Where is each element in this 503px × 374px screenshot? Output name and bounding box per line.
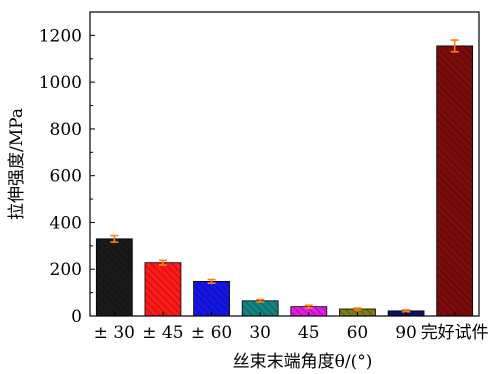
bar-2 <box>193 280 230 317</box>
x-tick-label-6: 90 <box>395 323 417 343</box>
x-tick-label-3: 30 <box>249 323 271 343</box>
x-tick-label-0: ± 30 <box>94 323 135 343</box>
y-tick-label-5: 1000 <box>39 73 82 93</box>
plot-frame <box>89 11 480 317</box>
y-tick-label-6: 1200 <box>39 26 82 46</box>
error-bar-2 <box>207 278 216 285</box>
bar-1 <box>144 262 182 317</box>
error-bar-3 <box>256 298 265 303</box>
x-axis: ± 30 ± 45 ± 60 30 45 60 90 完好试件 <box>94 312 489 343</box>
x-tick-label-2: ± 60 <box>191 323 232 343</box>
y-axis-title: 拉伸强度/MPa <box>7 108 27 220</box>
error-bar-7 <box>450 39 459 53</box>
bar-0 <box>95 238 133 317</box>
y-tick-label-3: 600 <box>50 167 82 187</box>
error-bars-group <box>110 39 459 313</box>
y-tick-label-2: 400 <box>50 213 82 233</box>
bars-group <box>95 45 474 317</box>
x-tick-label-4: 45 <box>298 323 320 343</box>
x-tick-label-1: ± 45 <box>142 323 183 343</box>
error-bar-6 <box>402 309 411 313</box>
y-tick-label-1: 200 <box>50 260 82 280</box>
bar-7 <box>436 45 474 317</box>
y-tick-label-4: 800 <box>50 120 82 140</box>
x-axis-title: 丝束末端角度θ/(°) <box>233 352 373 372</box>
x-tick-label-5: 60 <box>347 323 369 343</box>
y-axis: 0 200 400 600 800 1000 1200 <box>39 26 95 327</box>
error-bar-1 <box>158 259 167 266</box>
x-tick-label-7: 完好试件 <box>421 323 489 343</box>
error-bar-4 <box>304 304 313 309</box>
error-bar-0 <box>110 234 119 243</box>
error-bar-5 <box>353 307 362 311</box>
y-tick-label-0: 0 <box>71 307 82 327</box>
